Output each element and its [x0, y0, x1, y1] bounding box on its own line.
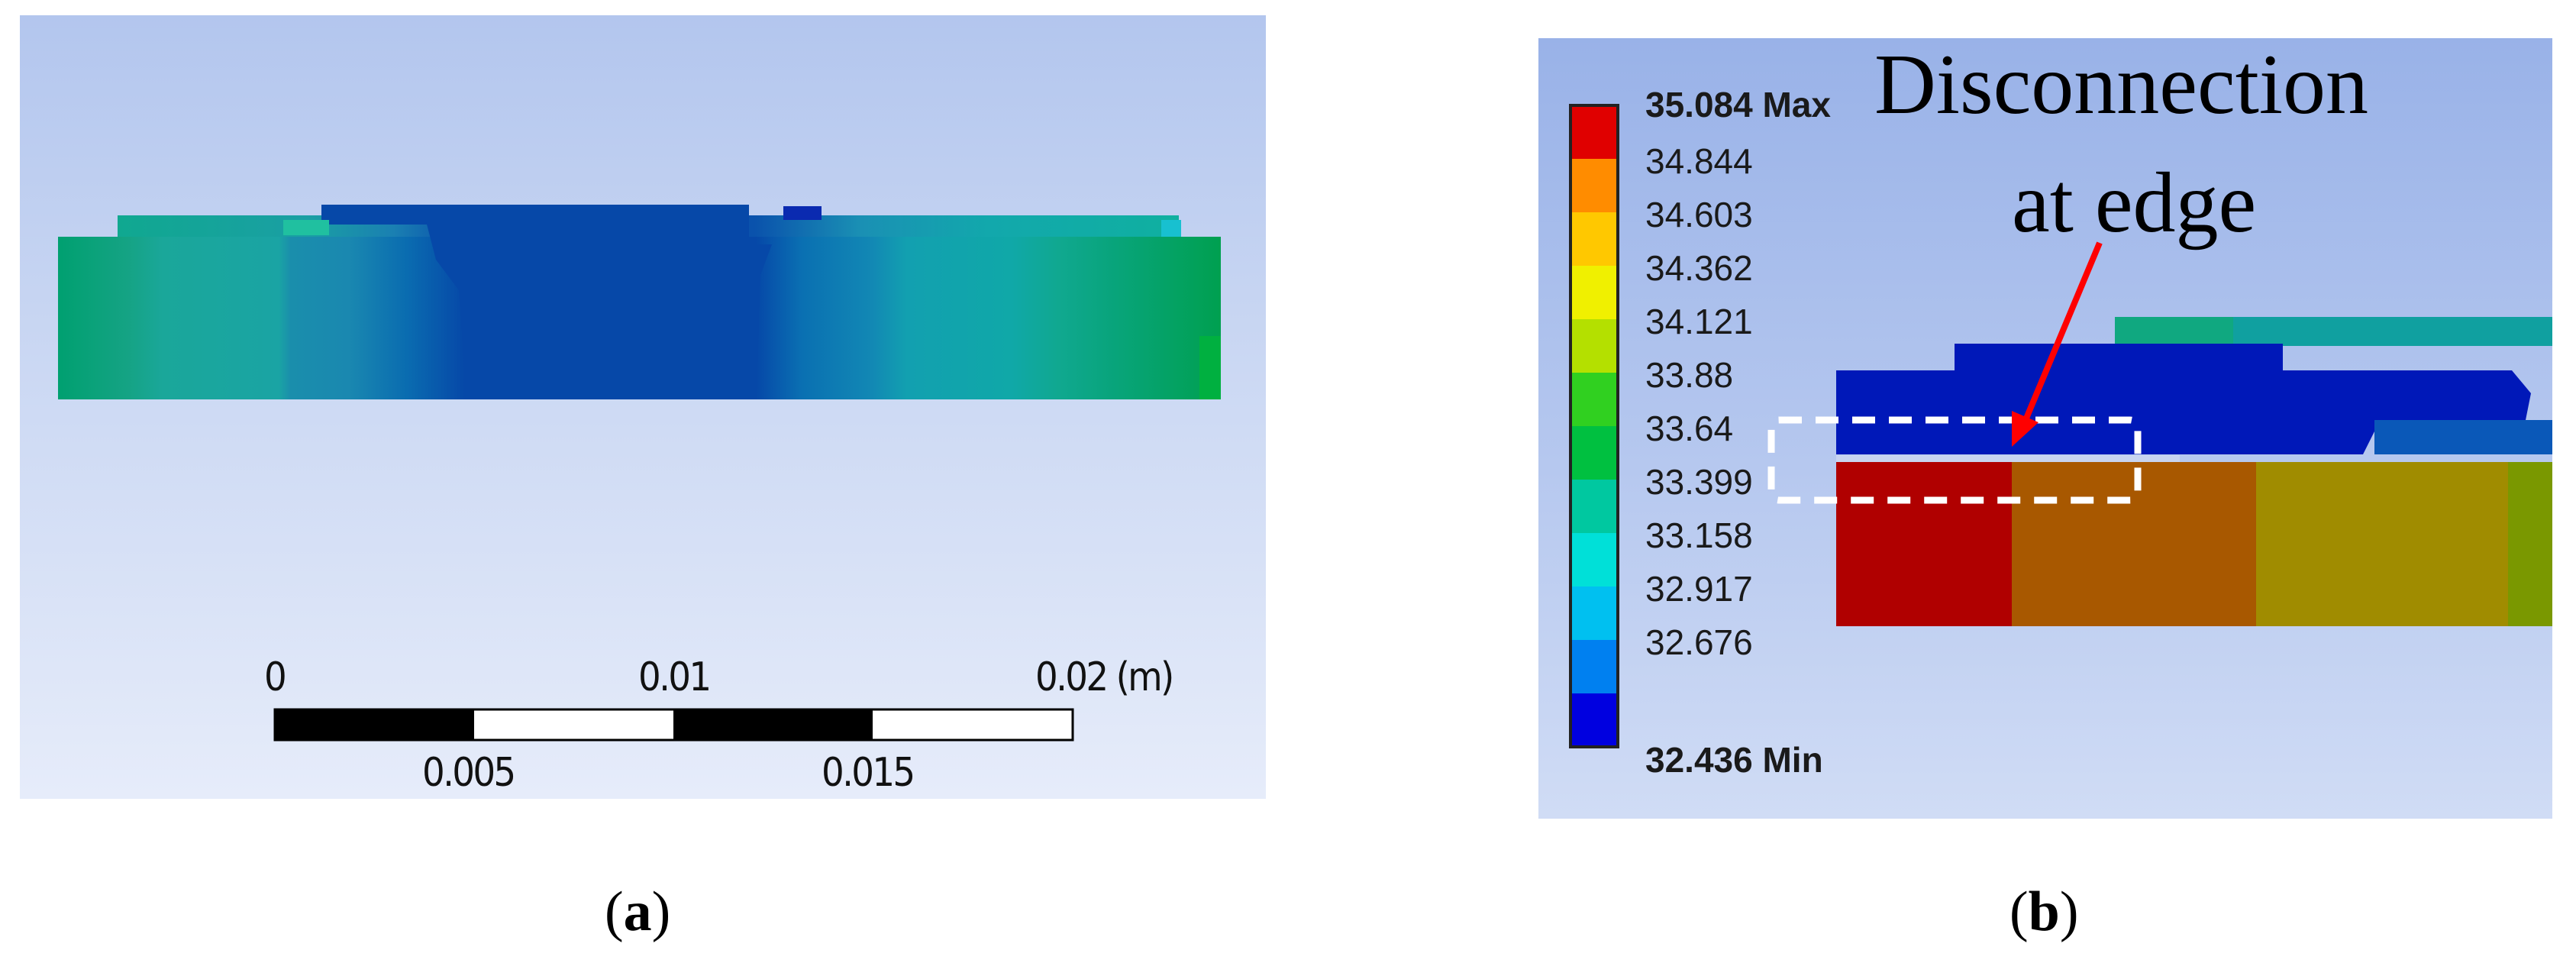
gap-line: [1836, 455, 2180, 462]
legend-swatch-0: [1570, 105, 1618, 159]
right-corner-patch: [1199, 336, 1221, 399]
legend-swatch-5: [1570, 373, 1618, 426]
legend-label-0: 35.084 Max: [1645, 85, 1831, 124]
legend-color-bar: [1569, 104, 1619, 748]
hot-block-lime: [2508, 462, 2552, 626]
chip-body: [1836, 370, 2531, 454]
scale-label-0.01: 0.01: [638, 654, 712, 700]
chip-edge-block: [783, 206, 822, 220]
legend-swatch-1: [1570, 159, 1618, 212]
scale-bar: [273, 708, 1074, 742]
legend-swatch-4: [1570, 319, 1618, 373]
caption-b: (b): [2009, 881, 2079, 943]
panel-b-temperature-zoom: 35.084 Max 34.844 34.603 34.362 34.121 33.88 3…: [1538, 38, 2552, 819]
legend-label-4: 34.121: [1645, 302, 1753, 341]
panel-b-model-svg: [1569, 104, 2552, 748]
green-edge-patch: [283, 220, 329, 235]
top-right-green: [2115, 317, 2233, 346]
hot-block-yellow: [2256, 462, 2508, 626]
legend-swatch-8: [1570, 533, 1618, 587]
legend-label-1: 34.844: [1645, 141, 1753, 181]
legend-label-5: 33.88: [1645, 355, 1734, 395]
scale-label-0.005: 0.005: [422, 750, 516, 796]
legend-swatch-6: [1570, 426, 1618, 480]
panel-a-temperature-field: 0 0.01 0.02 (m) 0.005 0.015: [20, 15, 1266, 799]
caption-a-letter: a: [623, 881, 652, 943]
annotation-line1: Disconnection: [1874, 38, 2368, 132]
legend-swatch-9: [1570, 587, 1618, 640]
chip-right-gradient: [2374, 420, 2552, 454]
legend-label-8: 33.158: [1645, 515, 1753, 555]
legend-label-2: 34.603: [1645, 195, 1753, 234]
legend-label-6: 33.64: [1645, 409, 1734, 448]
legend-label-10: 32.676: [1645, 622, 1753, 662]
legend-swatch-2: [1570, 212, 1618, 266]
caption-a: (a): [605, 881, 671, 943]
legend-swatch-3: [1570, 266, 1618, 319]
scale-label-0: 0: [264, 654, 287, 700]
scale-label-0.015: 0.015: [822, 750, 915, 796]
panel-a-model-svg: [58, 205, 1221, 742]
scale-label-0.02: 0.02 (m): [1035, 654, 1174, 700]
legend-label-11: 32.436 Min: [1645, 740, 1823, 780]
hot-block-red: [1836, 462, 2012, 626]
legend-swatch-10: [1570, 640, 1618, 693]
caption-b-letter: b: [2028, 881, 2060, 943]
legend-swatch-11: [1570, 693, 1618, 747]
annotation-line2: at edge: [2012, 156, 2257, 250]
chip-top-step: [1955, 344, 2283, 374]
legend-label-7: 33.399: [1645, 462, 1753, 502]
chip-region: [424, 215, 772, 399]
annotation-arrow: [2012, 241, 2103, 447]
legend-label-3: 34.362: [1645, 248, 1753, 288]
legend-outline: [1569, 104, 1619, 748]
hot-block-orange: [2012, 462, 2256, 626]
legend-swatch-7: [1570, 480, 1618, 533]
legend-label-9: 32.917: [1645, 569, 1753, 609]
